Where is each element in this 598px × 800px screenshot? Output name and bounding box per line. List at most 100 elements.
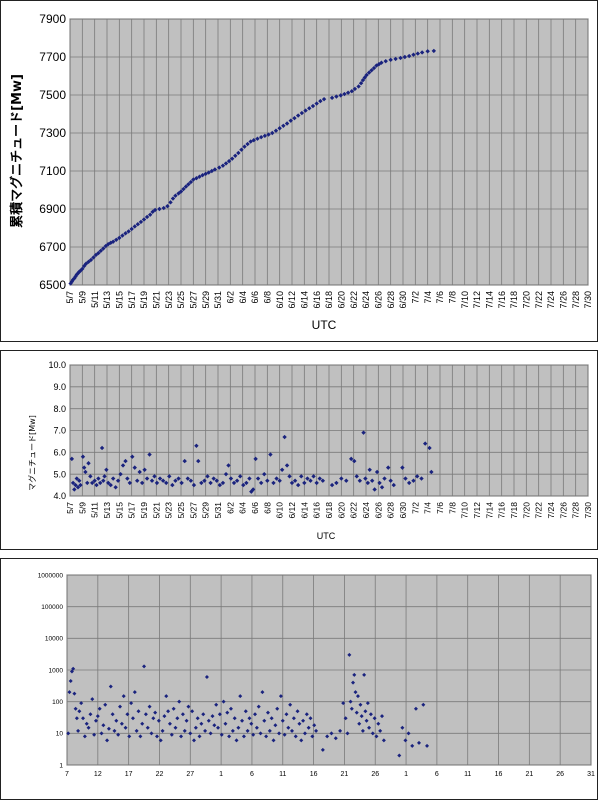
data-point [289,480,295,486]
x-tick-label: 6/28 [386,502,396,519]
magnitude-panel: 4.0 5.0 6.0 7.0 8.0 9.0 10.0 5/7 5/9 5/11 5/13 5/1… [0,350,598,550]
data-point [341,701,346,706]
x-tick-label: 7/22 [534,502,544,519]
y-tick-label: 6500 [39,278,66,292]
data-point [69,456,75,462]
x-tick-label: 6/28 [386,291,396,309]
x-tick-label: 7/20 [521,291,531,309]
x-tick-label: 21 [341,771,349,778]
data-point [123,231,128,236]
data-point [144,214,150,220]
data-point [410,743,415,748]
x-tick-label: 5/15 [114,502,124,519]
x-tick-label: 7/8 [447,291,457,304]
data-point [349,89,355,94]
data-point [169,732,174,737]
x-tick-label: 5/15 [114,291,124,309]
data-point [164,694,169,699]
data-point [295,709,300,714]
data-point [97,706,102,711]
data-point [116,732,121,737]
y-tick-label: 6.0 [53,447,66,457]
data-point [419,476,424,481]
x-tick-label: 26 [371,771,379,778]
x-tick-label: 5/31 [213,502,223,519]
data-point [266,132,271,137]
data-point [86,461,91,466]
data-point [80,266,85,272]
data-point [135,222,141,227]
data-point [184,718,189,723]
data-point [170,196,176,201]
data-point [127,734,132,739]
data-point [123,725,128,730]
data-point [348,699,353,704]
data-point [77,709,82,714]
data-point [234,738,239,743]
data-point [304,712,309,717]
data-point [191,738,196,743]
data-point [255,136,260,141]
data-point [357,478,363,483]
data-point [282,732,287,737]
x-tick-label: 5/7 [65,291,75,304]
y-tick-labels: 6500 6700 6900 7100 7300 7500 7700 7900 [39,12,66,292]
data-point [414,474,420,479]
data-point [142,467,147,472]
data-point [168,200,173,205]
data-point [152,474,157,479]
data-point [166,709,171,714]
data-point [273,723,278,728]
data-point [378,728,383,733]
data-point [171,706,176,711]
x-tick-label: 7/18 [509,291,519,309]
data-point [421,702,426,707]
data-point [299,110,305,116]
data-point [303,108,308,113]
x-tick-label: 5/21 [151,291,161,309]
data-point [302,731,307,736]
data-point [329,95,335,101]
data-point [132,465,137,470]
data-point [88,474,93,479]
x-tick-label: 11 [464,771,471,778]
data-point [411,478,416,483]
x-tick-label: 6/2 [225,291,235,304]
data-point [206,170,211,175]
data-point [69,669,74,674]
data-point [251,732,256,737]
x-tick-label: 7/6 [435,291,445,304]
data-point [96,250,101,256]
data-point [292,478,298,483]
data-point [126,229,131,234]
data-point [403,476,408,481]
data-point [72,691,77,696]
x-tick-label: 6 [250,771,254,778]
data-point [293,734,298,739]
data-point [193,725,198,730]
y-tick-label: 10.0 [48,360,66,370]
x-tick-label: 6/22 [349,291,359,309]
data-point [78,268,83,273]
data-point [74,716,79,721]
data-point [158,738,163,743]
x-tick-label: 6/10 [275,291,285,309]
data-point [245,728,250,733]
data-point [267,728,272,733]
data-point [282,434,287,440]
x-tick-label: 5/19 [139,502,149,519]
data-point [306,725,311,730]
x-tick-label: 5/25 [176,291,186,309]
data-point [225,710,230,715]
data-point [393,56,398,62]
data-point [262,718,267,723]
y-tick-label: 10 [56,731,64,738]
data-point [242,144,247,149]
data-point [204,675,209,680]
data-point [211,476,216,481]
data-point [132,224,137,229]
data-point [302,480,307,486]
x-tick-label: 7/10 [460,502,470,519]
data-point [85,480,90,486]
data-point [199,721,204,726]
